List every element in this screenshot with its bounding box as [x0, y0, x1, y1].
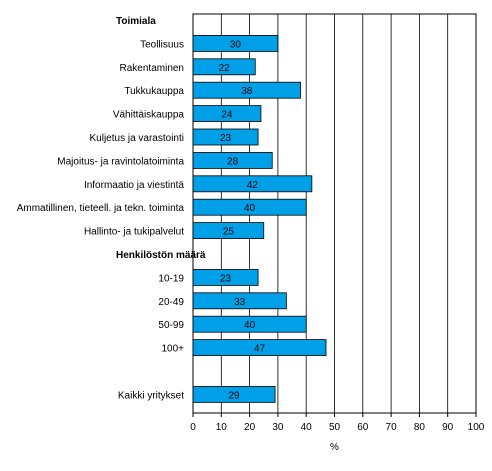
bar: [192, 58, 256, 76]
data-label: 40: [244, 320, 256, 331]
bar: [192, 268, 259, 286]
x-tick-label: 60: [357, 422, 369, 433]
bar: [192, 151, 273, 169]
data-label: 29: [228, 390, 240, 401]
data-label: 42: [247, 180, 259, 191]
data-label: 23: [220, 133, 232, 144]
bar: [192, 315, 307, 333]
bar: [192, 105, 262, 122]
x-axis: 0 10 20 30 40 50 60 70 80 90 100%: [190, 413, 485, 453]
category-label: Kaikki yritykset: [118, 390, 184, 401]
bar: [192, 222, 265, 240]
x-tick-label: 30: [272, 422, 284, 433]
x-tick-label: 90: [442, 422, 454, 433]
group-heading: Toimiala: [116, 16, 156, 27]
bar: [192, 35, 279, 52]
bar: [192, 292, 287, 310]
data-label: 40: [244, 203, 256, 214]
category-label: Majoitus- ja ravintolatoiminta: [57, 156, 184, 167]
x-tick-label: 0: [190, 422, 196, 433]
x-tick-label: 40: [301, 422, 313, 433]
category-label: 10-19: [158, 273, 184, 284]
category-label: Kuljetus ja varastointi: [90, 133, 185, 144]
x-tick-label: 80: [414, 422, 426, 433]
category-label: Vähittäiskauppa: [113, 110, 185, 121]
row-labels: Toimiala Teollisuus Rakentaminen Tukkukaupp…: [17, 16, 206, 401]
data-label: 23: [220, 273, 232, 284]
x-tick-label: 70: [386, 422, 398, 433]
category-label: Tukkukauppa: [124, 86, 184, 97]
data-label: 38: [241, 86, 253, 97]
bar: [192, 198, 307, 216]
data-label: 30: [230, 39, 242, 50]
data-label: 22: [219, 63, 231, 74]
x-axis-label: %: [330, 442, 339, 453]
bar: [192, 81, 301, 99]
x-tick-label: 10: [216, 422, 228, 433]
x-tick-label: 50: [329, 422, 341, 433]
data-label: 28: [227, 156, 239, 167]
category-label: Teollisuus: [140, 39, 184, 50]
x-tick-label: 100: [468, 422, 485, 433]
bar: [192, 128, 259, 146]
category-label: 50-99: [158, 320, 184, 331]
x-tick-label: 20: [244, 422, 256, 433]
bar: [192, 385, 276, 403]
category-label: Hallinto- ja tukipalvelut: [84, 227, 184, 238]
data-label: 33: [234, 297, 246, 308]
group-heading: Henkilöstön määrä: [116, 250, 206, 261]
data-label: 47: [254, 344, 266, 355]
category-label: 100+: [161, 344, 184, 355]
bar: [192, 175, 313, 193]
bars: 30 22 38 24 23 28 42 40 25 23 33 40 47 29: [192, 35, 327, 403]
category-label: Rakentaminen: [120, 63, 184, 74]
category-label: Informaatio ja viestintä: [84, 180, 184, 191]
data-label: 25: [223, 227, 235, 238]
data-label: 24: [221, 110, 233, 121]
bar: [192, 339, 327, 357]
category-label: 20-49: [158, 297, 184, 308]
category-label: Ammatillinen, tieteell. ja tekn. toimint…: [17, 203, 185, 214]
